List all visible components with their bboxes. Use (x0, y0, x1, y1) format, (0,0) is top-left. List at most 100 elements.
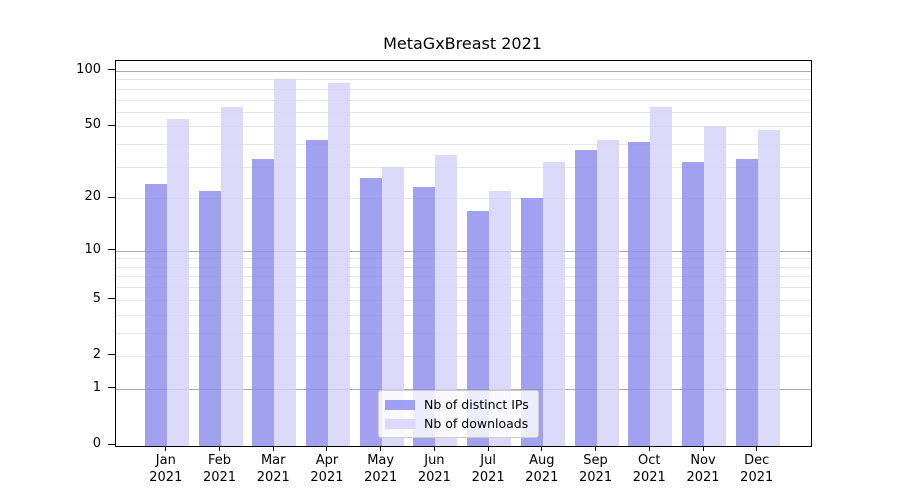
gridline-minor (116, 126, 811, 128)
x-axis-tick (541, 446, 543, 451)
x-tick-year: 2021 (686, 470, 720, 485)
legend-label-distinct-ips: Nb of distinct IPs (424, 397, 529, 412)
gridline-major (116, 388, 811, 390)
x-tick-month: Dec (744, 453, 770, 468)
x-tick-label: Sep 2021 (565, 452, 627, 486)
x-axis-tick (648, 446, 650, 451)
gridline-minor (116, 88, 811, 90)
y-axis-tick (108, 196, 115, 198)
gridline-minor (116, 332, 811, 334)
x-tick-year: 2021 (471, 470, 505, 485)
bar-downloads-jun (435, 154, 458, 446)
x-tick-month: Feb (208, 453, 232, 468)
legend-label-downloads: Nb of downloads (424, 416, 529, 431)
x-axis-tick (219, 446, 221, 451)
x-tick-label: Nov 2021 (672, 452, 734, 486)
x-tick-month: May (367, 453, 395, 468)
x-axis-tick (756, 446, 758, 451)
x-tick-month: Nov (690, 453, 716, 468)
bar-downloads-dec (757, 129, 780, 446)
bar-distinct-ips-nov (682, 161, 704, 446)
x-axis-tick (165, 446, 167, 451)
x-tick-year: 2021 (256, 470, 290, 485)
bar-downloads-jul (489, 190, 512, 446)
y-tick-label: 2 (92, 346, 101, 362)
x-axis-tick (326, 446, 328, 451)
gridline-minor (116, 266, 811, 268)
x-tick-label: Dec 2021 (726, 452, 788, 486)
x-tick-month: Jul (480, 453, 496, 468)
x-tick-year: 2021 (310, 470, 344, 485)
y-tick-label: 5 (92, 290, 101, 306)
legend-item-distinct-ips: Nb of distinct IPs (385, 397, 529, 412)
y-tick-label: 50 (84, 117, 101, 133)
bar-distinct-ips-jan (144, 184, 167, 446)
bar-distinct-ips-feb (198, 190, 221, 446)
legend-swatch-distinct-ips (385, 399, 415, 410)
x-tick-year: 2021 (364, 470, 398, 485)
x-tick-year: 2021 (525, 470, 559, 485)
x-tick-label: Jan 2021 (135, 452, 197, 486)
y-axis-tick (108, 298, 115, 300)
x-tick-label: Aug 2021 (511, 452, 573, 486)
bar-downloads-nov (704, 126, 726, 446)
x-tick-year: 2021 (149, 470, 183, 485)
x-tick-year: 2021 (740, 470, 774, 485)
gridline-minor (116, 99, 811, 101)
plot-area (115, 60, 812, 447)
bar-distinct-ips-sep (574, 150, 597, 446)
x-tick-label: Feb 2021 (189, 452, 251, 486)
gridline-minor (116, 258, 811, 260)
x-tick-year: 2021 (632, 470, 666, 485)
y-tick-label: 20 (84, 189, 101, 205)
gridline-minor (116, 166, 811, 168)
bar-downloads-jan (166, 118, 189, 446)
y-axis-tick (108, 354, 115, 356)
x-tick-month: Apr (315, 453, 339, 468)
y-axis-tick (108, 124, 115, 126)
x-tick-year: 2021 (417, 470, 451, 485)
x-axis-tick (702, 446, 704, 451)
y-axis-tick (108, 69, 115, 71)
gridline-minor (116, 314, 811, 316)
bar-downloads-feb (220, 106, 243, 446)
bar-downloads-may (381, 166, 404, 446)
x-axis-tick (272, 446, 274, 451)
x-tick-month: Aug (529, 453, 555, 468)
gridline-minor (116, 299, 811, 301)
x-axis-tick (380, 446, 382, 451)
y-tick-label: 1 (92, 379, 101, 395)
gridline-minor (116, 276, 811, 278)
x-tick-month: Sep (583, 453, 608, 468)
legend-item-downloads: Nb of downloads (385, 416, 529, 431)
x-tick-label: Oct 2021 (618, 452, 680, 486)
bar-distinct-ips-dec (735, 159, 758, 446)
chart-title: MetaGxBreast 2021 (383, 34, 542, 53)
legend: Nb of distinct IPs Nb of downloads (378, 390, 539, 438)
bar-distinct-ips-apr (305, 140, 328, 446)
bar-downloads-apr (327, 83, 350, 446)
y-axis-tick (108, 249, 115, 251)
gridline-minor (116, 198, 811, 200)
x-tick-month: Jun (424, 453, 445, 468)
x-tick-year: 2021 (579, 470, 613, 485)
gridline-minor (116, 144, 811, 146)
y-axis-tick (108, 443, 115, 445)
x-tick-month: Mar (260, 453, 286, 468)
bar-distinct-ips-jul (467, 210, 490, 446)
bar-downloads-mar (274, 78, 297, 446)
bar-distinct-ips-may (359, 177, 382, 446)
x-tick-label: May 2021 (350, 452, 412, 486)
gridline-minor (116, 355, 811, 357)
x-tick-month: Jan (155, 453, 176, 468)
x-tick-label: Jun 2021 (403, 452, 465, 486)
y-tick-label: 0 (92, 436, 101, 451)
x-axis-tick (595, 446, 597, 451)
x-axis-tick (487, 446, 489, 451)
x-tick-label: Apr 2021 (296, 452, 358, 486)
gridline-minor (116, 79, 811, 81)
bar-distinct-ips-aug (520, 198, 543, 446)
bar-downloads-oct (650, 106, 673, 446)
bar-distinct-ips-jun (413, 187, 436, 446)
